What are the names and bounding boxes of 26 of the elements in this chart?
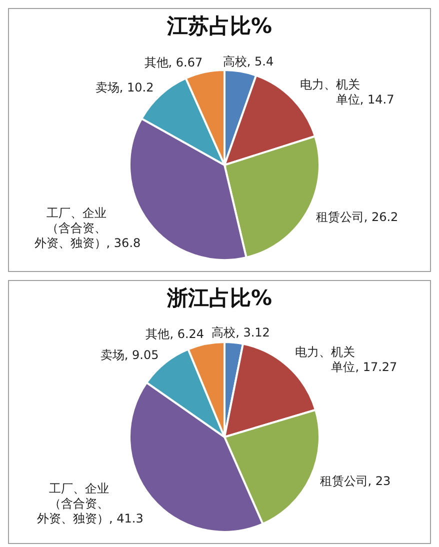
- data-label: , 6.67: [168, 55, 203, 70]
- data-label: , 10.2: [119, 80, 154, 94]
- data-label: , 36.8: [106, 236, 141, 250]
- chart-title: 浙江占比%: [166, 286, 272, 310]
- slice-label: 租赁公司: [316, 210, 364, 224]
- slice-label: 卖场: [95, 80, 120, 94]
- slice-label: 其他: [144, 55, 168, 70]
- data-label: , 23: [368, 474, 391, 488]
- slice-label: 工厂、企业（含合资、外资、独资）: [34, 206, 106, 250]
- slice-label: 电力、机关单位: [300, 77, 360, 106]
- slice-label: 高校: [212, 326, 236, 340]
- slice-label: 电力、机关单位: [295, 344, 356, 374]
- data-label: , 9.05: [124, 348, 159, 362]
- slice-label: 工厂、企业（含合资、外资、独资）: [37, 482, 110, 526]
- slice-label: 其他: [146, 327, 170, 342]
- data-label: , 26.2: [364, 210, 398, 224]
- data-label: , 17.27: [355, 360, 398, 374]
- data-label: , 5.4: [246, 54, 274, 69]
- slice-label: 卖场: [100, 348, 124, 362]
- chart-title: 江苏占比%: [166, 14, 272, 38]
- slice-label: 高校: [222, 54, 247, 69]
- data-label: , 6.24: [170, 327, 204, 342]
- data-label: , 3.12: [236, 326, 270, 340]
- data-label: , 41.3: [109, 512, 144, 526]
- slice-label: 租赁公司: [320, 474, 368, 488]
- data-label: , 14.7: [360, 92, 394, 106]
